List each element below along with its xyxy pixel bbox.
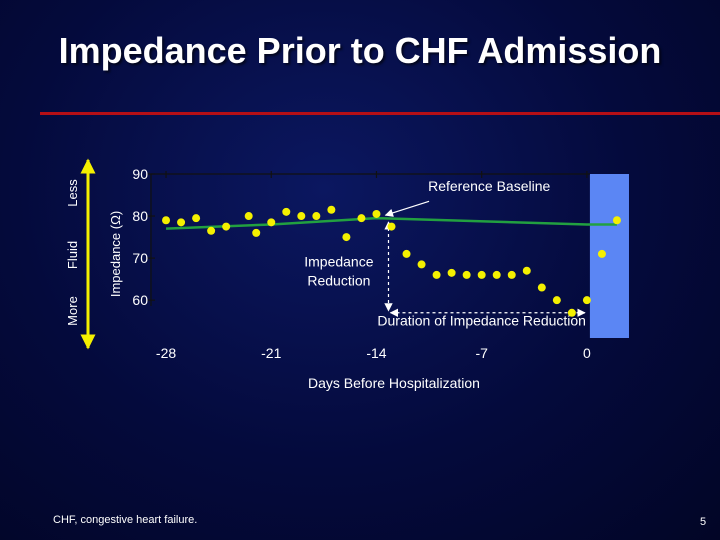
annotation-impedance: Impedance	[304, 254, 373, 270]
data-point	[567, 308, 576, 317]
data-point	[417, 260, 426, 269]
data-point	[327, 205, 336, 214]
x-tick-label: 0	[583, 345, 591, 361]
annotation-reduction: Reduction	[307, 272, 370, 288]
annotation-duration: Duration of Impedance Reduction	[377, 312, 586, 328]
y-tick-label: 90	[132, 166, 148, 182]
data-point	[192, 214, 201, 223]
data-point	[312, 212, 321, 221]
y-tick-label: 60	[132, 292, 148, 308]
x-tick-label: -21	[261, 345, 281, 361]
y-axis-title: Impedance (Ω)	[108, 211, 123, 297]
data-points	[162, 205, 621, 317]
axis-ticks	[147, 171, 588, 301]
data-point	[387, 222, 396, 231]
data-point	[402, 249, 411, 258]
data-point	[177, 218, 186, 227]
fluid-scale-label: Fluid	[65, 241, 80, 269]
data-point	[252, 228, 261, 237]
y-tick-label: 70	[132, 250, 148, 266]
x-tick-label: -14	[366, 345, 386, 361]
data-point	[537, 283, 546, 292]
data-point	[507, 270, 516, 279]
data-point	[597, 249, 606, 258]
data-point	[552, 296, 561, 305]
data-point	[282, 207, 291, 216]
data-point	[492, 270, 501, 279]
x-tick-label: -7	[475, 345, 488, 361]
fluid-more-label: More	[65, 296, 80, 326]
axis-labels: 60 70 80 90 -28 -21 -14 -7 0	[132, 166, 591, 361]
annotation-reference-baseline: Reference Baseline	[428, 178, 550, 194]
reference-baseline-pointer	[384, 200, 430, 217]
data-point	[447, 268, 456, 277]
data-point	[207, 226, 216, 235]
data-point	[612, 216, 621, 225]
fluid-less-label: Less	[65, 179, 80, 207]
data-point	[372, 209, 381, 218]
data-point	[462, 270, 471, 279]
footnote: CHF, congestive heart failure.	[53, 514, 198, 526]
x-tick-label: -28	[156, 345, 176, 361]
data-point	[297, 212, 306, 221]
page-number: 5	[700, 516, 707, 528]
data-point	[244, 212, 253, 221]
data-point	[522, 266, 531, 275]
data-point	[222, 222, 231, 231]
reference-baseline-line	[165, 216, 617, 230]
data-point	[432, 270, 441, 279]
data-point	[477, 270, 486, 279]
slide-title: Impedance Prior to CHF Admission	[58, 30, 662, 71]
data-point	[267, 218, 276, 227]
x-axis-title: Days Before Hospitalization	[308, 375, 480, 391]
y-tick-label: 80	[132, 208, 148, 224]
title-divider	[40, 112, 720, 115]
data-point	[162, 216, 171, 225]
data-point	[357, 214, 366, 223]
data-point	[582, 296, 591, 305]
data-point	[342, 233, 351, 242]
admission-shaded-region	[589, 174, 629, 338]
